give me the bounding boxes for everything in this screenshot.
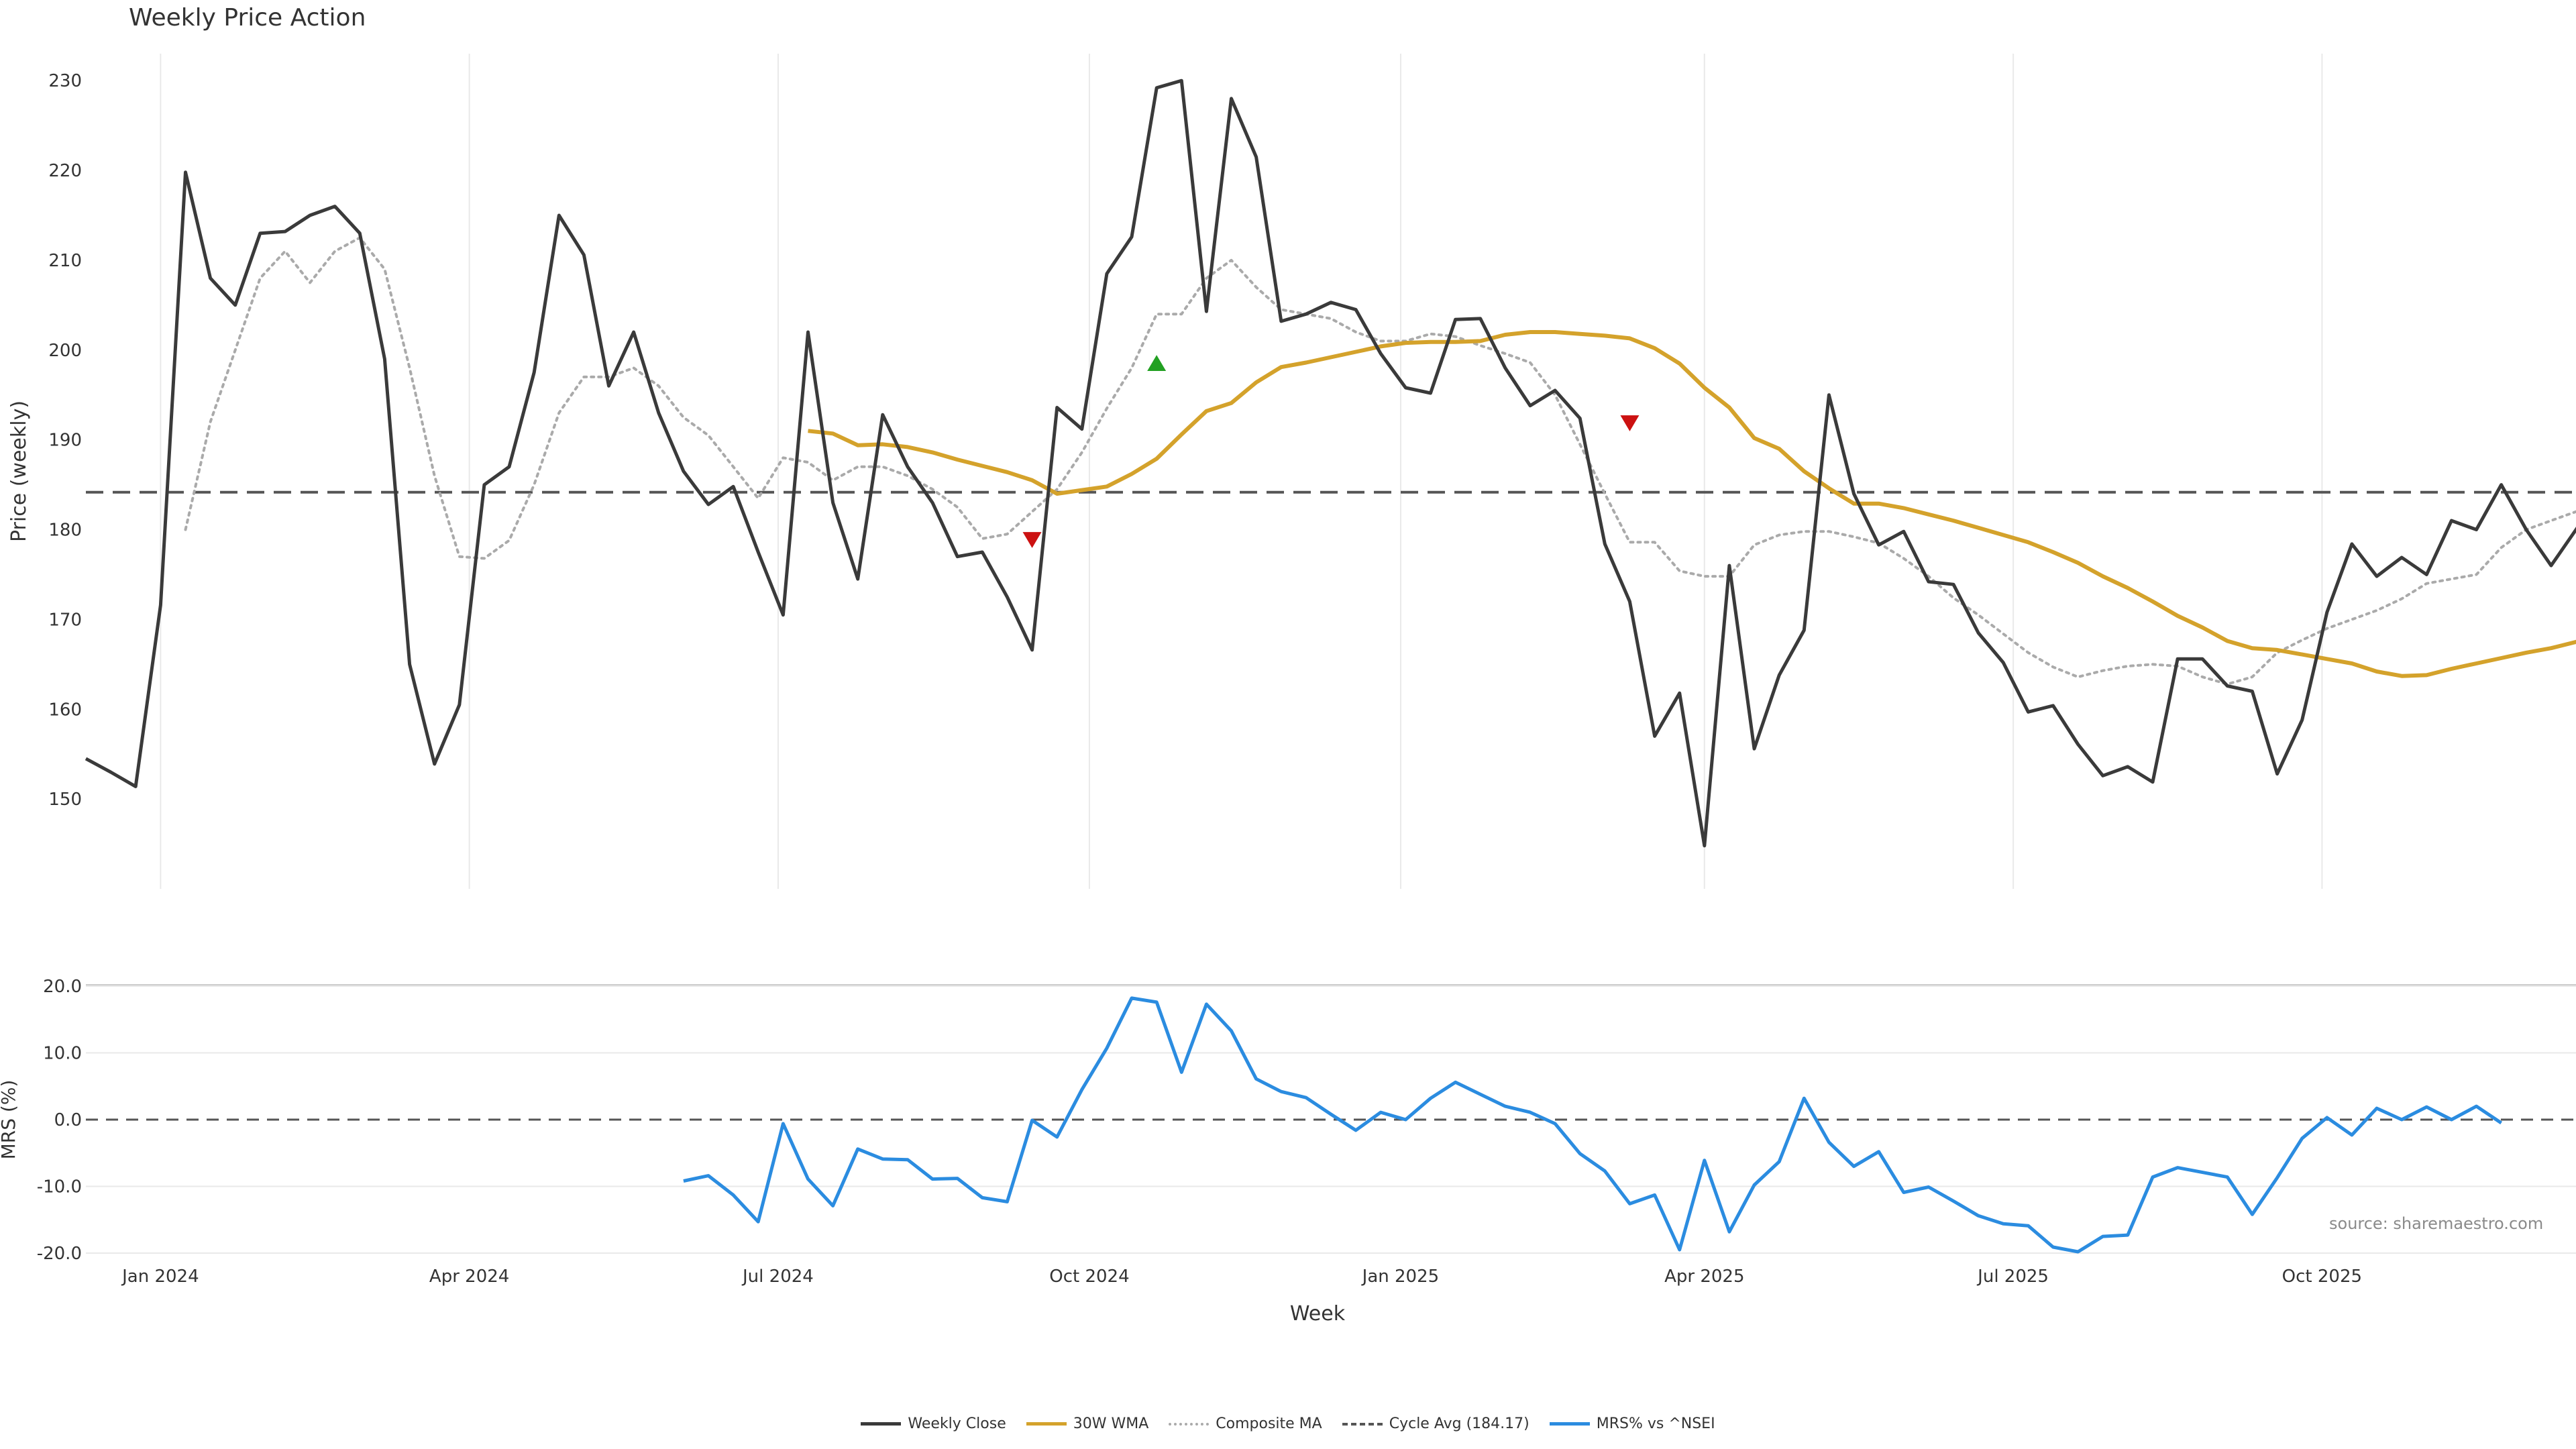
y-tick-label: 200 — [48, 341, 82, 361]
y-axis-label: Price (weekly) — [7, 400, 31, 542]
sell-signal-marker — [1620, 415, 1640, 431]
x-tick-label: Jan 2024 — [121, 1267, 199, 1287]
legend-swatch-composite-ma — [1169, 1422, 1210, 1426]
x-tick-label: Jan 2025 — [1361, 1267, 1440, 1287]
legend-label: Cycle Avg (184.17) — [1389, 1415, 1529, 1432]
series-line-wma — [808, 330, 2576, 678]
y-tick-label: 230 — [48, 71, 82, 91]
x-axis-label: Week — [1290, 1302, 1346, 1326]
y-tick-label: 180 — [48, 521, 82, 541]
y-tick-label: 190 — [48, 431, 82, 451]
y-tick-label: 210 — [48, 251, 82, 271]
x-tick-label: Apr 2025 — [1664, 1267, 1744, 1287]
sell-signal-marker — [1022, 532, 1042, 548]
legend-label: MRS% vs ^NSEI — [1596, 1415, 1715, 1432]
y-tick-label: 150 — [48, 790, 82, 810]
legend-item-cycle-avg: Cycle Avg (184.17) — [1342, 1415, 1529, 1432]
legend-label: 30W WMA — [1073, 1415, 1149, 1432]
x-tick-label: Jul 2024 — [741, 1267, 814, 1287]
y-tick-label: 170 — [48, 610, 82, 630]
series-line-close — [85, 78, 2576, 848]
y-tick-label: 220 — [48, 161, 82, 181]
legend-item-mrs: MRS% vs ^NSEI — [1549, 1415, 1715, 1432]
series-line-mrs — [683, 996, 2502, 1254]
legend: Weekly Close 30W WMA Composite MA Cycle … — [0, 1415, 2576, 1432]
legend-swatch-30w-wma — [1026, 1422, 1067, 1426]
y-tick-label: 20.0 — [43, 977, 82, 997]
legend-item-weekly-close: Weekly Close — [861, 1415, 1006, 1432]
legend-label: Composite MA — [1216, 1415, 1322, 1432]
y-tick-label: 0.0 — [54, 1110, 82, 1130]
legend-swatch-cycle-avg — [1342, 1422, 1383, 1426]
legend-label: Weekly Close — [908, 1415, 1006, 1432]
y-tick-label: 160 — [48, 700, 82, 720]
source-label: source: sharemaestro.com — [2329, 1214, 2544, 1233]
x-tick-label: Jul 2025 — [1976, 1267, 2049, 1287]
y-tick-label: 10.0 — [43, 1044, 82, 1064]
x-tick-label: Oct 2025 — [2282, 1267, 2362, 1287]
x-tick-label: Apr 2024 — [429, 1267, 509, 1287]
legend-swatch-mrs — [1549, 1422, 1590, 1426]
legend-item-30w-wma: 30W WMA — [1026, 1415, 1149, 1432]
y-axis-label: MRS (%) — [0, 1080, 19, 1160]
x-tick-label: Oct 2024 — [1049, 1267, 1129, 1287]
y-tick-label: -10.0 — [37, 1177, 82, 1197]
legend-swatch-weekly-close — [861, 1422, 902, 1426]
legend-item-composite-ma: Composite MA — [1169, 1415, 1322, 1432]
buy-signal-marker — [1147, 355, 1167, 371]
chart-title: Weekly Price Action — [129, 4, 366, 32]
y-tick-label: -20.0 — [37, 1244, 82, 1264]
